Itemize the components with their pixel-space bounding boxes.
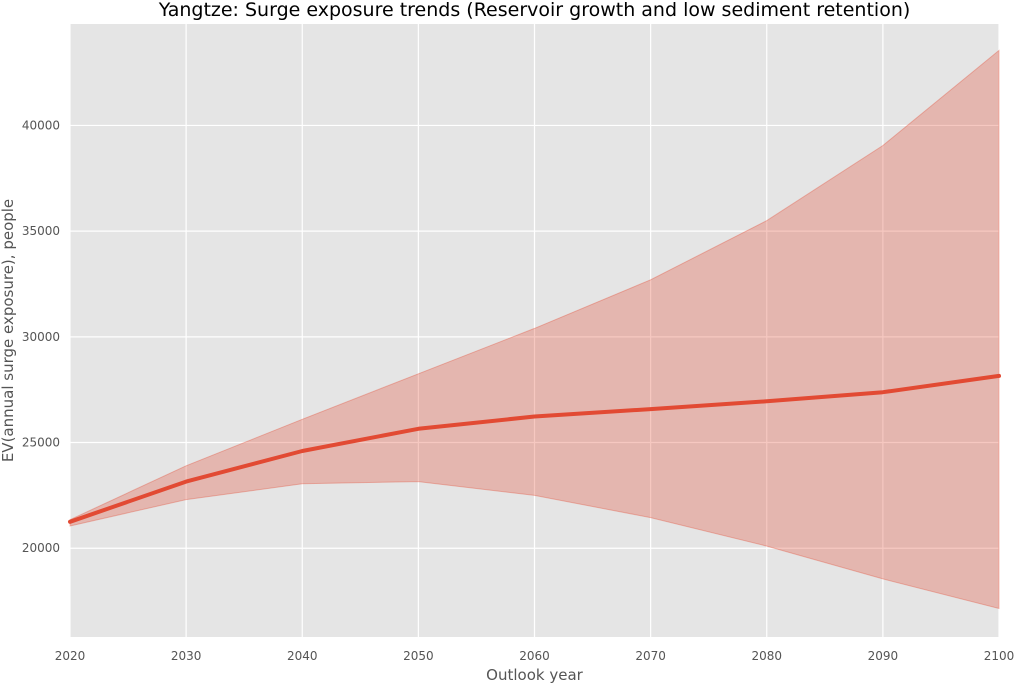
x-axis-label: Outlook year	[486, 666, 583, 683]
uncertainty-band	[69, 49, 1000, 610]
y-tick-labels: 20000 25000 30000 35000 40000	[22, 118, 60, 555]
grid-lines	[69, 24, 1000, 637]
x-tick-label: 2020	[55, 649, 86, 663]
y-tick-label: 20000	[22, 541, 60, 555]
y-tick-label: 25000	[22, 436, 60, 450]
x-tick-label: 2060	[519, 649, 550, 663]
x-tick-label: 2030	[171, 649, 202, 663]
chart-title: Yangtze: Surge exposure trends (Reservoi…	[158, 0, 911, 21]
y-tick-label: 30000	[22, 330, 60, 344]
x-tick-label: 2080	[751, 649, 782, 663]
x-tick-label: 2040	[287, 649, 318, 663]
y-axis-label: EV(annual surge exposure), people	[0, 199, 17, 462]
x-tick-label: 2070	[635, 649, 666, 663]
x-tick-label: 2090	[868, 649, 899, 663]
x-tick-labels: 2020 2030 2040 2050 2060 2070 2080 2090 2100	[55, 649, 1015, 663]
x-tick-label: 2050	[403, 649, 434, 663]
x-tick-label: 2100	[984, 649, 1015, 663]
series-line	[68, 373, 1001, 524]
y-tick-label: 40000	[22, 118, 60, 132]
y-tick-label: 35000	[22, 224, 60, 238]
